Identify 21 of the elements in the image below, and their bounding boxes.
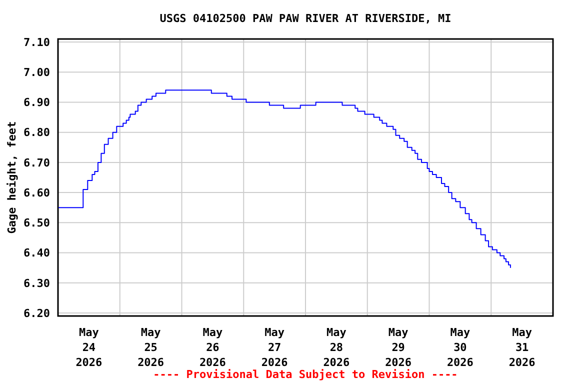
- y-tick-label: 7.10: [24, 36, 50, 49]
- y-axis-title: Gage height, feet: [6, 120, 18, 236]
- x-tick-label: May 30 2026: [446, 326, 474, 369]
- x-tick-label: May 25 2026: [138, 326, 164, 369]
- x-tick-label: May 24 2026: [76, 326, 103, 369]
- y-tick-label: 6.40: [24, 246, 50, 260]
- y-tick-label: 6.50: [24, 216, 50, 230]
- y-tick-label: 6.60: [24, 186, 50, 200]
- y-tick-label: 6.20: [24, 306, 50, 320]
- x-tick-label: May 31 2026: [508, 326, 536, 369]
- x-tick-label: May 29 2026: [385, 326, 412, 369]
- x-tick-label: May 27 2026: [261, 326, 288, 369]
- y-tick-label: 7.00: [24, 66, 50, 80]
- x-tick-label: May 28 2026: [323, 326, 350, 369]
- y-tick-label: 6.80: [24, 126, 50, 140]
- y-tick-label: 6.90: [24, 96, 50, 110]
- y-tick-label: 6.70: [24, 156, 50, 170]
- text: ---- Provisional Data Subject to Revision ----: [152, 368, 459, 381]
- y-tick-label: 6.30: [24, 276, 50, 290]
- x-tick-label: May 26 2026: [199, 326, 226, 369]
- chart-title: USGS 04102500 PAW PAW RIVER AT RIVERSIDE, MI: [158, 12, 452, 25]
